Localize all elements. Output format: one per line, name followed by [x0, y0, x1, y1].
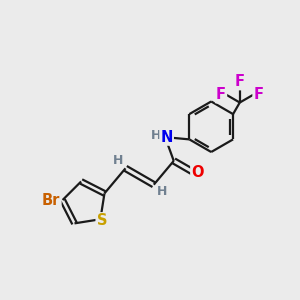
- Text: F: F: [254, 87, 263, 102]
- Text: F: F: [216, 87, 226, 102]
- Text: Br: Br: [42, 193, 61, 208]
- Text: S: S: [97, 213, 107, 228]
- Text: H: H: [157, 185, 167, 198]
- Text: H: H: [113, 154, 123, 166]
- Text: H: H: [150, 129, 161, 142]
- Text: F: F: [235, 74, 245, 89]
- Text: N: N: [160, 130, 173, 145]
- Text: O: O: [191, 164, 204, 179]
